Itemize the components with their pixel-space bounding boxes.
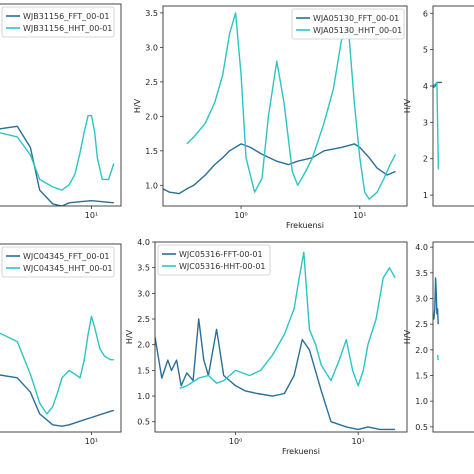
panel-4: 10¹ WJC04345_FFT_00-01 WJC04345_HHT_00-01 xyxy=(0,243,122,446)
y-tick-label: 5 xyxy=(423,46,428,55)
series-line-fft xyxy=(433,277,439,325)
series-line-fft xyxy=(155,318,396,431)
y-tick-label: 0.5 xyxy=(415,423,428,432)
x-tick-label: 10⁰ xyxy=(229,437,242,446)
series-line-hht xyxy=(433,81,440,170)
y-tick-label: 3.0 xyxy=(137,289,150,298)
y-tick-label: 3.0 xyxy=(145,43,158,52)
series-line-fft xyxy=(0,125,114,206)
y-axis-label: H/V xyxy=(125,329,134,344)
panel-2: 1.0 1.5 2.0 2.5 3.0 3.5 10⁰ 10¹ H/V Frekuensi WJA0… xyxy=(133,5,408,230)
y-tick-label: 2.0 xyxy=(145,112,158,121)
legend-entry: WJB31156_HHT_00-01 xyxy=(23,24,112,33)
y-tick-label: 4.0 xyxy=(415,243,428,252)
legend: WJC05316-FFT-00-01 WJC05316-HHT-00-01 xyxy=(157,244,271,276)
legend-box xyxy=(291,8,405,40)
panel-1: 10¹ WJB31156_FFT_00-01 WJB31156_HHT_00-01 xyxy=(0,3,122,220)
x-tick-label: 10¹ xyxy=(353,211,366,220)
panel-3: 1 2 3 4 5 6 H/V xyxy=(403,5,474,207)
y-tick-label: 3.5 xyxy=(415,269,428,278)
legend: WJB31156_FFT_00-01 WJB31156_HHT_00-01 xyxy=(1,6,115,38)
legend: WJA05130_FFT_00-01 WJA05130_HHT_00-01 xyxy=(291,8,405,40)
x-tick-label: 10⁰ xyxy=(234,211,247,220)
axes-frame xyxy=(432,241,474,433)
y-tick-label: 2.0 xyxy=(415,346,428,355)
legend-entry: WJC05316-HHT-00-01 xyxy=(179,262,266,271)
y-tick-label: 2.5 xyxy=(145,78,158,87)
y-tick-label: 1 xyxy=(423,191,428,200)
legend: WJC04345_FFT_00-01 WJC04345_HHT_00-01 xyxy=(1,246,115,278)
x-tick-label: 10¹ xyxy=(85,211,98,220)
series-line-hht xyxy=(0,114,115,191)
series-line-hht xyxy=(0,315,114,415)
axes-frame xyxy=(0,243,122,433)
legend-entry: WJC05316-FFT-00-01 xyxy=(179,250,263,259)
y-axis-label: H/V xyxy=(133,98,142,113)
y-tick-label: 3.5 xyxy=(145,9,158,18)
y-tick-label: 4.0 xyxy=(137,238,150,247)
y-tick-label: 1.0 xyxy=(145,181,158,190)
y-tick-label: 6 xyxy=(423,9,428,18)
axes-frame xyxy=(154,241,408,433)
legend-box xyxy=(1,6,115,38)
y-tick-label: 0.5 xyxy=(137,418,150,427)
y-axis-label: H/V xyxy=(403,98,412,113)
y-tick-label: 1.0 xyxy=(415,397,428,406)
legend-entry: WJC04345_HHT_00-01 xyxy=(23,264,112,273)
legend-entry: WJA05130_FFT_00-01 xyxy=(313,14,399,23)
axes-frame xyxy=(162,5,408,207)
y-tick-label: 2.5 xyxy=(415,320,428,329)
panel-5: 0.5 1.0 1.5 2.0 2.5 3.0 3.5 4.0 10⁰ 10¹ H/V Frekuen… xyxy=(125,238,408,456)
x-tick-label: 10¹ xyxy=(352,437,365,446)
legend-entry: WJB31156_FFT_00-01 xyxy=(23,12,109,21)
legend-box xyxy=(1,246,115,278)
y-tick-label: 2.0 xyxy=(137,341,150,350)
y-tick-label: 1.0 xyxy=(137,392,150,401)
series-line-hht xyxy=(179,251,396,390)
y-tick-label: 3 xyxy=(423,118,428,127)
y-tick-label: 4 xyxy=(423,82,428,91)
y-tick-label: 1.5 xyxy=(145,147,158,156)
y-tick-label: 1.5 xyxy=(137,366,150,375)
panel-6: 0.5 1.0 1.5 2.0 2.5 3.0 3.5 4.0 H/V xyxy=(403,241,474,433)
legend-entry: WJA05130_HHT_00-01 xyxy=(313,26,402,35)
x-axis-label: Frekuensi xyxy=(286,221,324,230)
x-tick-label: 10¹ xyxy=(85,437,98,446)
y-tick-label: 2 xyxy=(423,155,428,164)
legend-entry: WJC04345_FFT_00-01 xyxy=(23,252,110,261)
axes-frame xyxy=(432,5,474,207)
series-line-fft xyxy=(0,374,115,427)
y-axis-label: H/V xyxy=(403,329,412,344)
series-line-hht xyxy=(186,12,397,200)
y-tick-label: 1.5 xyxy=(415,372,428,381)
y-tick-label: 3.5 xyxy=(137,264,150,273)
series-line-fft xyxy=(163,143,396,195)
legend-box xyxy=(157,244,271,276)
y-tick-label: 2.5 xyxy=(137,315,150,324)
y-tick-label: 3.0 xyxy=(415,294,428,303)
x-axis-label: Frekuensi xyxy=(282,447,320,456)
series-line-hht xyxy=(436,354,439,361)
axes-frame xyxy=(0,3,122,207)
